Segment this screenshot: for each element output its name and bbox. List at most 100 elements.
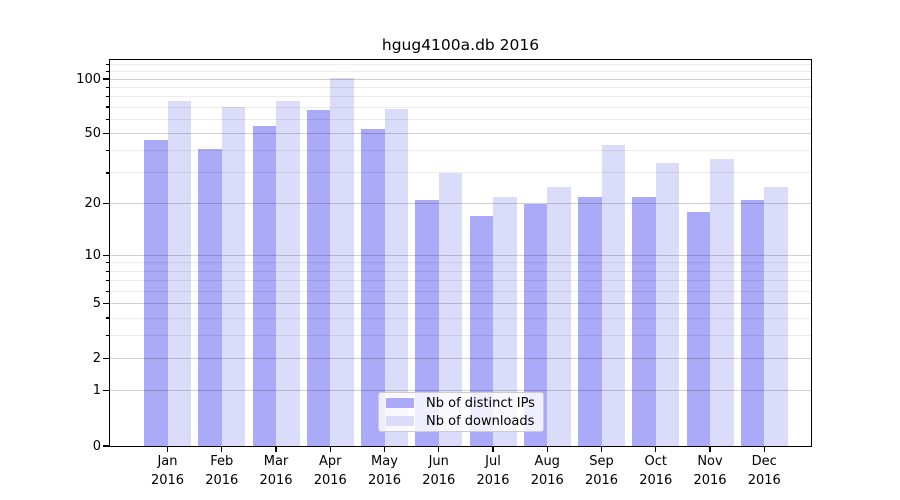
- year-label: 2016: [150, 473, 185, 488]
- bar-feb-ips: [198, 148, 222, 446]
- month-label: Nov: [697, 454, 723, 469]
- y-axis-minor-tick: [105, 290, 109, 292]
- y-axis-minor-tick: [105, 64, 109, 66]
- y-axis-tick: [103, 203, 109, 205]
- x-axis-label-apr: Apr 2016: [298, 452, 362, 490]
- x-axis-label-feb: Feb 2016: [190, 452, 254, 490]
- y-axis-label: 10: [84, 247, 101, 263]
- x-axis-label-may: May 2016: [353, 452, 417, 490]
- legend: Nb of distinct IPs Nb of downloads: [378, 392, 544, 432]
- bar-dec-downloads: [764, 186, 788, 446]
- y-axis-label: 2: [92, 351, 101, 367]
- plot-area: [110, 60, 811, 446]
- major-gridline: [110, 78, 811, 80]
- legend-swatch-downloads: [386, 415, 414, 427]
- legend-item-downloads: Nb of downloads: [386, 414, 543, 429]
- y-axis-tick: [103, 254, 109, 256]
- y-axis-minor-tick: [105, 150, 109, 152]
- minor-gridline: [110, 71, 811, 72]
- month-label: Sep: [589, 454, 614, 469]
- month-label: Jul: [485, 454, 501, 469]
- year-label: 2016: [693, 473, 727, 488]
- y-axis-minor-tick: [105, 95, 109, 98]
- x-axis-label-sep: Sep 2016: [570, 452, 634, 490]
- bar-oct-downloads: [655, 163, 680, 446]
- bar-apr-downloads: [330, 78, 354, 446]
- x-axis-tick: [492, 447, 494, 453]
- y-axis-minor-tick: [105, 335, 109, 337]
- bar-jun-downloads: [438, 172, 463, 446]
- major-gridline: [110, 132, 811, 134]
- y-axis-minor-tick: [105, 317, 109, 319]
- legend-item-distinct-ips: Nb of distinct IPs: [386, 396, 543, 411]
- x-axis-tick: [275, 447, 277, 453]
- minor-gridline: [110, 96, 811, 98]
- x-axis-label-oct: Oct 2016: [624, 452, 688, 490]
- x-axis-tick: [655, 447, 657, 453]
- year-label: 2016: [530, 473, 564, 488]
- y-axis-tick: [103, 390, 109, 392]
- y-axis-minor-tick: [105, 70, 109, 73]
- month-label: Oct: [644, 454, 667, 469]
- x-axis-tick: [546, 447, 548, 453]
- bar-oct-ips: [632, 196, 656, 446]
- y-axis-minor-tick: [105, 86, 109, 88]
- x-axis-label-nov: Nov 2016: [678, 452, 742, 490]
- bar-nov-ips: [686, 211, 710, 446]
- month-label: May: [371, 454, 398, 469]
- y-axis-label: 5: [92, 296, 101, 312]
- y-axis-tick: [103, 132, 109, 134]
- bar-sep-ips: [578, 196, 602, 446]
- year-label: 2016: [422, 473, 456, 488]
- legend-label-downloads: Nb of downloads: [426, 413, 535, 429]
- month-label: Aug: [534, 454, 560, 469]
- x-axis-tick: [438, 447, 440, 453]
- x-axis-tick: [166, 447, 169, 453]
- y-axis-tick: [103, 78, 109, 80]
- bar-mar-ips: [252, 125, 276, 446]
- month-label: Apr: [319, 454, 342, 469]
- month-label: Jan: [157, 454, 178, 469]
- year-label: 2016: [259, 473, 293, 488]
- bar-nov-downloads: [710, 158, 734, 446]
- month-label: Feb: [210, 454, 234, 469]
- bar-may-ips: [361, 128, 385, 446]
- year-label: 2016: [476, 473, 510, 488]
- year-label: 2016: [584, 473, 619, 488]
- bar-aug-ips: [523, 203, 548, 446]
- y-axis-minor-tick: [105, 270, 109, 272]
- bar-jan-ips: [144, 139, 168, 446]
- y-axis-tick: [103, 445, 109, 447]
- y-axis-minor-tick: [105, 106, 109, 108]
- y-axis-label: 100: [76, 71, 101, 87]
- y-axis-tick: [103, 302, 109, 305]
- y-axis-label: 1: [92, 383, 101, 399]
- y-axis-label: 50: [84, 125, 101, 141]
- minor-gridline: [110, 64, 811, 66]
- bar-apr-ips: [306, 110, 331, 446]
- bar-aug-downloads: [547, 186, 571, 446]
- bar-jun-ips: [415, 200, 439, 446]
- year-label: 2016: [205, 473, 239, 488]
- legend-swatch-distinct-ips: [386, 397, 414, 409]
- x-axis-tick: [221, 447, 223, 453]
- y-axis-minor-tick: [105, 118, 109, 120]
- x-axis-tick: [600, 447, 603, 453]
- year-label: 2016: [367, 473, 402, 488]
- month-label: Mar: [263, 454, 289, 469]
- month-label: Jun: [428, 454, 449, 469]
- y-axis-label: 0: [92, 438, 101, 454]
- bar-jan-downloads: [167, 100, 191, 446]
- minor-gridline: [110, 86, 811, 88]
- x-axis-label-jan: Jan 2016: [136, 452, 200, 490]
- y-axis-tick: [103, 358, 109, 360]
- minor-gridline: [110, 118, 811, 120]
- x-axis-label-jul: Jul 2016: [461, 452, 525, 490]
- bar-feb-downloads: [221, 107, 246, 446]
- y-axis-minor-tick: [105, 262, 109, 264]
- legend-label-distinct-ips: Nb of distinct IPs: [426, 395, 535, 411]
- chart-title: hgug4100a.db 2016: [381, 36, 540, 54]
- year-label: 2016: [639, 473, 673, 488]
- bar-mar-downloads: [276, 100, 300, 446]
